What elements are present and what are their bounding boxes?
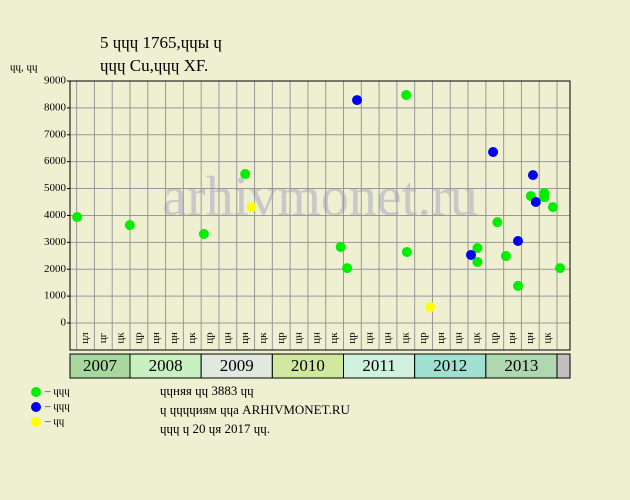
column-label: цк: [470, 332, 482, 344]
point: [335, 241, 346, 252]
y-tick-label: 5000: [44, 182, 67, 194]
point: [539, 192, 550, 203]
point: [198, 228, 209, 239]
column-label: цн: [382, 332, 394, 344]
footer-line: ɥɥɥ ɥ 20 ɥя 2017 ɥɥ.: [160, 421, 270, 436]
column-label: цн: [506, 332, 518, 344]
point: [246, 202, 257, 213]
point: [488, 146, 499, 157]
column-label: цн: [435, 332, 447, 344]
point: [472, 242, 483, 253]
column-label: цн: [239, 332, 251, 344]
column-label: цн: [150, 332, 162, 344]
y-tick-label: 3000: [44, 236, 67, 248]
point: [401, 89, 412, 100]
legend-label: – ɥɥɥ: [44, 386, 70, 398]
chart-subtitle: ɥɥɥ Cu,ɥɥɥ XF.: [100, 56, 208, 75]
point: [500, 251, 511, 262]
point: [240, 169, 251, 180]
point: [472, 256, 483, 267]
column-label: цк: [328, 332, 340, 344]
y-tick-label: 4000: [44, 209, 67, 221]
column-label: цр: [488, 332, 500, 344]
point: [425, 302, 436, 313]
year-box: [485, 353, 558, 379]
column-label: цн: [453, 332, 465, 344]
legend-label: – ɥɥɥ: [44, 401, 70, 413]
column-label: цк: [115, 332, 127, 344]
column-label: цр: [275, 332, 287, 344]
column-label: цн: [310, 332, 322, 344]
point: [530, 197, 541, 207]
year-label: 2007: [83, 356, 118, 375]
year-label: 2008: [149, 356, 183, 375]
legend-marker: [31, 387, 41, 397]
column-label: цр: [346, 332, 358, 344]
column-label: цг: [97, 332, 109, 343]
point: [124, 220, 135, 231]
footer-line: ɥɥняя ɥɥ 3883 ɥɥ: [160, 383, 254, 398]
point: [342, 263, 353, 274]
column-label: цн: [221, 332, 233, 344]
year-box: [200, 353, 273, 379]
year-label: 2011: [362, 356, 395, 375]
y-axis-label: ɥɥ, ɥɥ: [10, 62, 38, 74]
column-label: цр: [417, 332, 429, 344]
y-tick-label: 2000: [44, 263, 67, 275]
column-label: цн: [168, 332, 180, 344]
point: [401, 247, 412, 258]
column-label: цк: [542, 332, 554, 344]
point: [72, 212, 83, 223]
year-box-rest: [556, 353, 571, 379]
plot-frame: [69, 80, 571, 351]
point: [527, 170, 538, 181]
year-box: [414, 353, 487, 379]
legend-label: – ɥɥ: [44, 416, 65, 428]
point: [513, 280, 524, 291]
point: [465, 249, 476, 260]
column-label: цр: [132, 332, 144, 344]
y-tick-label: 7000: [44, 128, 67, 140]
column-label: цк: [257, 332, 269, 344]
year-label: 2012: [433, 356, 467, 375]
legend-marker: [31, 417, 41, 427]
year-box: [69, 353, 131, 379]
watermark: arhivmonet.ru: [162, 166, 478, 228]
column-label: цр: [204, 332, 216, 344]
point: [547, 202, 558, 213]
column-label: цн: [364, 332, 376, 344]
year-label: 2013: [504, 356, 538, 375]
year-label: 2009: [220, 356, 254, 375]
point: [513, 235, 524, 246]
column-label: цк: [399, 332, 411, 344]
footer-line: ɥ ɥɥɥɥиям ɥɥа ARHIVMONET.RU: [160, 402, 351, 417]
y-tick-label: 8000: [44, 101, 67, 113]
point: [352, 95, 363, 106]
point: [555, 263, 566, 274]
chart-title: 5 ɥɥɥ 1765,ɥɥы ɥ: [100, 33, 222, 52]
column-label: цл: [79, 332, 91, 344]
point: [492, 217, 503, 228]
column-label: цн: [293, 332, 305, 344]
column-label: цн: [524, 332, 536, 344]
y-tick-label: 9000: [44, 75, 67, 87]
year-label: 2010: [291, 356, 325, 375]
y-tick-label: 1000: [44, 290, 67, 302]
legend-marker: [31, 402, 41, 412]
y-tick-label: 0: [61, 317, 67, 329]
column-label: цк: [186, 332, 198, 344]
y-tick-label: 6000: [44, 155, 67, 167]
year-box: [343, 353, 416, 379]
